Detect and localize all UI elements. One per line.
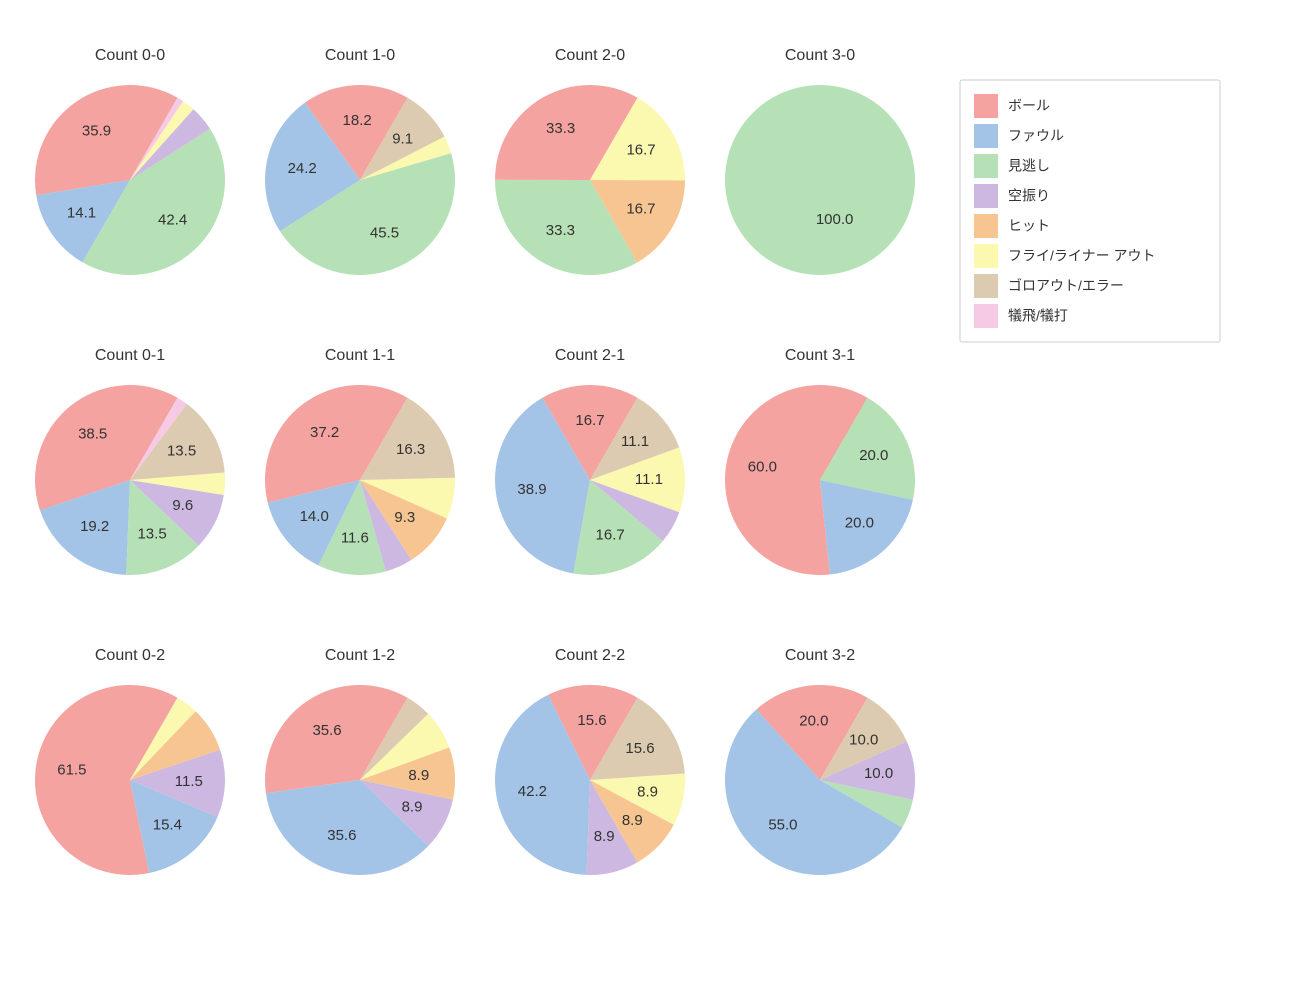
chart-title: Count 3-2 [785,647,855,664]
legend-box [960,80,1220,342]
chart-title: Count 0-0 [95,47,165,64]
slice-label: 8.9 [622,812,643,829]
chart-title: Count 2-0 [555,47,625,64]
slice-label: 18.2 [343,112,372,129]
legend-label: フライ/ライナー アウト [1008,248,1156,264]
slice-label: 19.2 [80,518,109,535]
slice-label: 9.1 [392,130,413,147]
slice-label: 13.5 [137,526,166,543]
slice-label: 15.4 [153,817,182,834]
legend-label: 犠飛/犠打 [1008,308,1068,324]
slice-label: 20.0 [845,515,874,532]
slice-label: 42.4 [158,212,187,229]
slice-label: 20.0 [859,447,888,464]
legend-swatch-sac [974,304,998,328]
slice-label: 38.5 [78,425,107,442]
slice-label: 11.6 [341,530,369,547]
legend-label: 見逃し [1008,158,1050,174]
chart-title: Count 2-2 [555,647,625,664]
chart-title: Count 1-2 [325,647,395,664]
slice-label: 10.0 [849,732,878,749]
slice-label: 33.3 [546,120,575,137]
slice-label: 15.6 [577,712,606,729]
slice-label: 10.0 [864,765,893,782]
slice-label: 35.6 [312,722,341,739]
slice-label: 8.9 [637,783,658,800]
slice-label: 16.7 [626,201,655,218]
slice-label: 13.5 [167,443,196,460]
slice-label: 33.3 [546,222,575,239]
slice-label: 20.0 [799,712,828,729]
chart-title: Count 1-0 [325,47,395,64]
legend-label: ゴロアウト/エラー [1008,278,1124,294]
slice-label: 9.3 [394,509,415,526]
slice-label: 45.5 [370,225,399,242]
slice-label: 55.0 [768,817,797,834]
chart-title: Count 3-1 [785,347,855,364]
legend-swatch-ground [974,274,998,298]
slice-label: 11.1 [621,433,649,450]
slice-label: 35.9 [82,122,111,139]
legend-label: 空振り [1008,188,1050,204]
slice-label: 8.9 [408,767,429,784]
slice-label: 16.3 [396,441,425,458]
slice-label: 60.0 [748,459,777,476]
slice-label: 16.7 [596,526,625,543]
slice-label: 15.6 [625,740,654,757]
pie-slice-look [725,85,915,275]
legend-swatch-look [974,154,998,178]
pie-grid-svg: Count 0-0 35.9 14.1 42.4 Count 1-0 18.2 24.2 45… [0,0,1300,1000]
slice-label: 38.9 [517,481,546,498]
slice-label: 16.7 [626,142,655,159]
chart-title: Count 3-0 [785,47,855,64]
slice-label: 14.0 [300,508,329,525]
slice-label: 8.9 [594,828,615,845]
slice-label: 16.7 [575,412,604,429]
legend-label: ファウル [1008,128,1064,144]
slice-label: 11.1 [635,471,663,488]
slice-label: 37.2 [310,424,339,441]
legend-swatch-foul [974,124,998,148]
chart-title: Count 0-1 [95,347,165,364]
slice-label: 42.2 [518,783,547,800]
legend-label: ヒット [1008,218,1050,234]
slice-label: 9.6 [172,497,193,514]
slice-label: 100.0 [816,211,854,228]
slice-label: 24.2 [288,160,317,177]
legend-label: ボール [1008,98,1050,114]
chart-title: Count 1-1 [325,347,395,364]
slice-label: 8.9 [402,799,423,816]
slice-label: 35.6 [327,827,356,844]
legend-swatch-flyliner [974,244,998,268]
chart-title: Count 2-1 [555,347,625,364]
slice-label: 61.5 [57,762,86,779]
slice-label: 11.5 [175,773,203,790]
slice-label: 14.1 [67,204,96,221]
legend-swatch-swing [974,184,998,208]
legend-swatch-ball [974,94,998,118]
chart-title: Count 0-2 [95,647,165,664]
legend-swatch-hit [974,214,998,238]
chart-stage: Count 0-0 35.9 14.1 42.4 Count 1-0 18.2 24.2 45… [0,0,1300,1000]
